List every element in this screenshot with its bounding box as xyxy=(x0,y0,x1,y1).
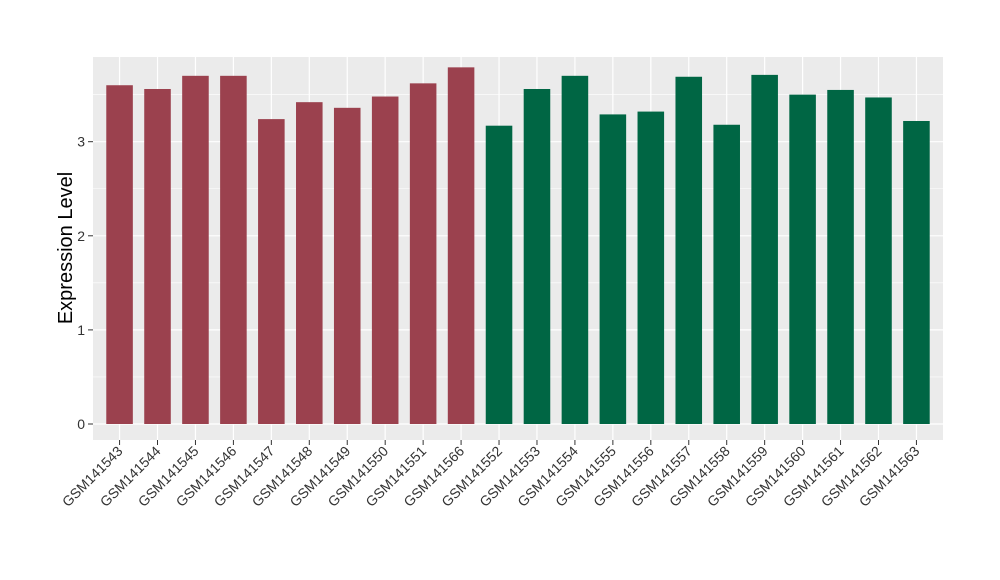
bar-GSM141555 xyxy=(599,114,627,425)
bar-GSM141556 xyxy=(637,111,665,425)
bar-GSM141566 xyxy=(447,67,475,425)
y-axis-title: Expression Level xyxy=(55,172,77,324)
bar-GSM141550 xyxy=(371,96,399,425)
bar-GSM141543 xyxy=(106,85,133,425)
bar-GSM141549 xyxy=(333,107,361,425)
bar-GSM141546 xyxy=(220,75,247,425)
bar-GSM141562 xyxy=(865,97,892,425)
bar-GSM141557 xyxy=(675,76,703,425)
bar-GSM141545 xyxy=(182,75,209,425)
bar-GSM141561 xyxy=(827,89,854,425)
bar-GSM141551 xyxy=(409,83,437,425)
bar-GSM141558 xyxy=(713,124,740,425)
x-axis: GSM141543GSM141544GSM141545GSM141546GSM1… xyxy=(59,440,923,510)
y-tick-label: 3 xyxy=(77,134,85,150)
bar-GSM141544 xyxy=(144,88,171,425)
bar-GSM141553 xyxy=(523,88,551,425)
bar-GSM141560 xyxy=(789,94,816,425)
y-tick-label: 1 xyxy=(77,322,85,338)
y-tick-label: 0 xyxy=(77,416,85,432)
bars xyxy=(106,67,930,425)
bar-GSM141559 xyxy=(751,74,778,425)
y-tick-label: 2 xyxy=(77,228,85,244)
bar-GSM141547 xyxy=(258,119,285,425)
bar-GSM141554 xyxy=(561,75,589,425)
bar-GSM141548 xyxy=(296,102,323,425)
bar-GSM141563 xyxy=(903,120,930,425)
y-axis: 0 1 2 3 xyxy=(77,134,93,432)
bar-GSM141552 xyxy=(485,125,513,425)
